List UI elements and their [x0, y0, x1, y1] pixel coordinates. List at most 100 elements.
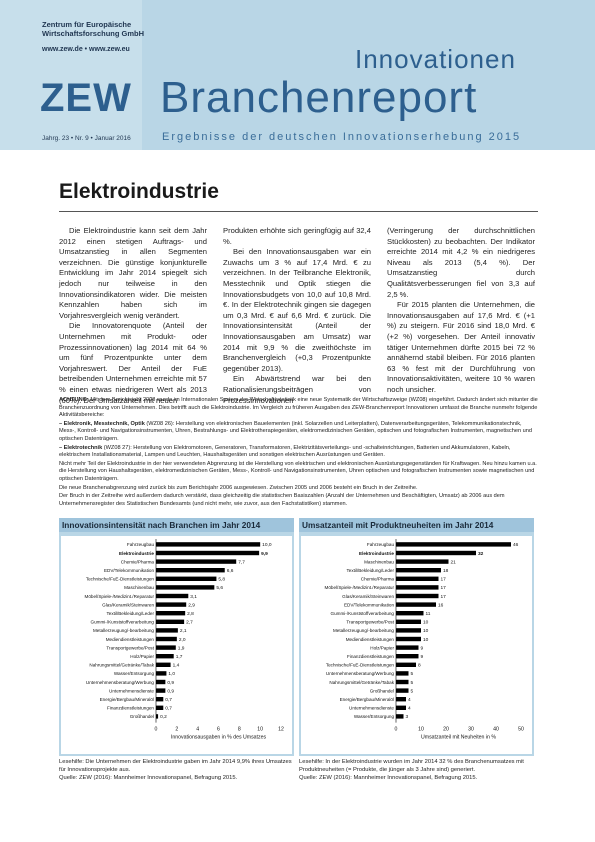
note-paragraph: Die neue Branchenabgrenzung wird zurück … [59, 484, 418, 491]
category-label: Energie/Bergbau/Mineralöl [340, 697, 394, 702]
category-label: Unternehmensdienste [109, 688, 154, 693]
category-label: Technische/FuE-Dienstleistungen [86, 577, 155, 582]
data-label: 10 [423, 620, 429, 626]
bar [156, 550, 260, 556]
paragraph: Für 2015 planten die Unternehmen, die In… [387, 300, 535, 394]
bar [396, 602, 436, 607]
paragraph: Ein Abwärtstrend war bei den Rationalisi… [223, 374, 371, 405]
title-divider [59, 211, 538, 212]
data-label: 2,0 [179, 637, 186, 643]
note-item-label: – Elektrotechnik [59, 444, 103, 451]
bar [156, 671, 167, 676]
x-axis-label: Innovationsausgaben in % des Umsatzes [171, 735, 267, 741]
tick-label: 50 [518, 727, 524, 733]
tick-label: 6 [217, 727, 220, 733]
data-label: 16 [438, 602, 444, 608]
org-line-2: Wirtschaftsforschung GmbH [42, 29, 145, 38]
bar [396, 568, 441, 573]
tick-label: 2 [175, 727, 178, 733]
bar [156, 611, 186, 616]
data-label: 0,2 [160, 714, 167, 720]
data-label: 2,1 [180, 628, 187, 634]
data-label: 10,0 [262, 542, 272, 548]
category-label: EDV/Telekommunikation [104, 568, 154, 573]
bar [396, 542, 511, 547]
note-item-text: (WZ08 27): Herstellung von Elektromotore… [59, 444, 511, 459]
bar [396, 679, 409, 685]
category-label: Glas/Keramik/Steinwaren [102, 602, 154, 607]
methodology-note: ACHTUNG: Mit dem Berichtsjahr 2008 wurde… [59, 397, 538, 509]
bar [396, 628, 421, 633]
header-left-panel [0, 0, 142, 150]
tick-label: 10 [418, 727, 424, 733]
data-label: 5 [411, 671, 414, 677]
bar [156, 705, 164, 710]
category-label: Fahrzeugbau [127, 542, 155, 547]
bar-chart-share: Fahrzeugbau 46 Elektroindustrie 32 Maschinen… [325, 539, 524, 741]
category-label: Textil/Bekleidung/Leder [347, 568, 395, 573]
category-label: Wasser/Entsorgung [114, 671, 155, 676]
report-title-large: Branchenreport [160, 73, 478, 122]
category-label: Unternehmensdienste [349, 706, 394, 711]
data-label: 9 [421, 654, 424, 660]
tick-label: 30 [468, 727, 474, 733]
data-label: 3,1 [190, 594, 197, 600]
chart-title: Umsatzanteil mit Produktneuheiten im Jah… [299, 518, 534, 532]
bar [156, 568, 225, 573]
tick-label: 10 [257, 727, 263, 733]
article-title: Elektroindustrie [59, 180, 219, 203]
category-label: Nahrungsmittel/Getränke/Tabak [89, 663, 154, 668]
category-label: Großhandel [130, 714, 154, 719]
data-label: 0,7 [165, 706, 172, 712]
text-column-1: Die Elektroindustrie kann seit dem Jahr … [59, 226, 207, 406]
data-label: 6,6 [227, 568, 234, 574]
category-label: Mediendienstleistungen [346, 637, 395, 642]
data-label: 0,7 [165, 697, 172, 703]
category-label: Großhandel [370, 688, 394, 693]
data-label: 1,7 [176, 654, 183, 660]
category-label: Textil/Bekleidung/Leder [107, 611, 155, 616]
data-label: 2,9 [188, 602, 195, 608]
bar [156, 636, 177, 642]
category-label: Maschinenbau [364, 559, 394, 564]
data-label: 11 [426, 611, 431, 617]
bar [156, 697, 164, 702]
bar [156, 542, 261, 547]
org-line-1: Zentrum für Europäische [42, 20, 132, 29]
note-item: – Elektronik, Messtechnik, Optik (WZ08 2… [59, 421, 538, 444]
data-label: 17 [441, 577, 447, 583]
bar [396, 697, 406, 702]
data-label: 1,9 [178, 645, 185, 651]
category-label: Möbel/Spiele-/Medizint./Reparatur [325, 585, 395, 590]
bar [156, 662, 171, 667]
bar [156, 688, 166, 693]
chart-panel-intensity: Innovationsintensität nach Branchen im J… [59, 518, 294, 756]
category-label: Wasser/Entsorgung [354, 714, 395, 719]
category-label: Chemie/Pharma [121, 559, 155, 564]
bar [156, 628, 178, 633]
data-label: 10 [423, 637, 429, 643]
chart-title: Innovationsintensität nach Branchen im J… [59, 518, 294, 532]
data-label: 0,9 [167, 688, 174, 694]
category-label: Nahrungsmittel/Getränke/Tabak [329, 680, 394, 685]
bar [156, 559, 237, 564]
data-label: 7,7 [238, 559, 245, 565]
bar [396, 636, 421, 642]
category-label: Energie/Bergbau/Mineralöl [100, 697, 154, 702]
paragraph: Produkten erhöhte sich geringfügig auf 3… [223, 226, 371, 246]
data-label: 2,8 [187, 611, 194, 617]
category-label: Finanzdienstleistungen [347, 654, 394, 659]
bar [396, 671, 409, 676]
bar [396, 593, 439, 599]
category-label: Mediendienstleistungen [106, 637, 155, 642]
category-label: Transportgewerbe/Post [346, 620, 394, 625]
bar [156, 654, 174, 659]
data-label: 1,4 [173, 663, 180, 669]
bar [396, 705, 406, 710]
category-label: Unternehmensberatung/Werbung [86, 680, 155, 685]
chart-area: Fahrzeugbau 46 Elektroindustrie 32 Maschinen… [301, 536, 532, 754]
web-links[interactable]: www.zew.de • www.zew.eu [42, 46, 130, 53]
chart-area: Fahrzeugbau 10,0 Elektroindustrie 9,9 Chemie… [61, 536, 292, 754]
data-label: 9 [421, 645, 424, 651]
category-label: Gummi-/Kunststoffverarbeitung [91, 620, 155, 625]
